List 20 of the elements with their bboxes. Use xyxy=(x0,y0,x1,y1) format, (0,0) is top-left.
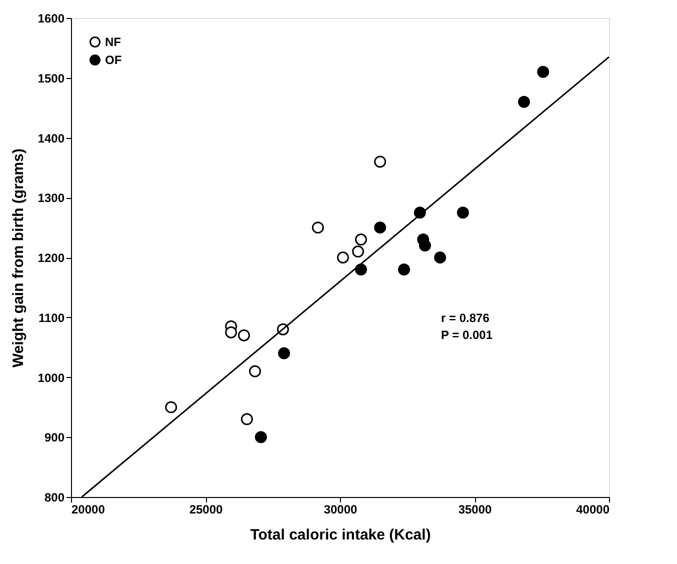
y-tick-label: 1600 xyxy=(38,12,65,26)
x-axis-title: Total caloric intake (Kcal) xyxy=(250,526,431,544)
legend-label: NF xyxy=(105,35,121,49)
y-tick-label: 1300 xyxy=(38,191,65,206)
y-tick-label: 900 xyxy=(44,430,65,445)
y-tick-label: 1200 xyxy=(38,251,65,265)
x-tick-label: 30000 xyxy=(324,502,358,516)
x-tick-label: 40000 xyxy=(576,502,610,516)
y-tick-label: 800 xyxy=(44,490,65,504)
annotation: r = 0.876 xyxy=(441,311,490,325)
y-tick-label: 1100 xyxy=(38,310,65,325)
annotation: P = 0.001 xyxy=(441,328,493,342)
y-tick-label: 1000 xyxy=(38,370,65,385)
x-tick-label: 25000 xyxy=(189,502,224,516)
legend-label: OF xyxy=(105,53,122,67)
x-tick-label: 20000 xyxy=(72,502,106,516)
y-tick-label: 1400 xyxy=(38,131,65,146)
y-axis-title: Weight gain from birth (grams) xyxy=(10,148,27,368)
x-tick-label: 35000 xyxy=(458,502,492,516)
y-tick-label: 1500 xyxy=(38,71,65,86)
